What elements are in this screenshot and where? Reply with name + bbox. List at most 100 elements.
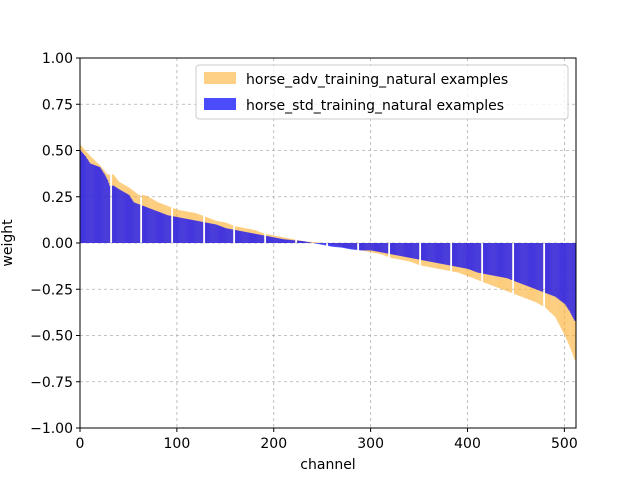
bar (97, 166, 98, 243)
bar (352, 243, 353, 250)
bar (385, 243, 386, 253)
bar (117, 188, 118, 243)
bar (170, 216, 171, 243)
bar (99, 167, 100, 243)
bar (174, 217, 175, 243)
bar (431, 243, 432, 262)
bar (574, 243, 575, 321)
x-tick-label: 0 (76, 436, 85, 452)
bar (361, 243, 362, 250)
bar (437, 243, 438, 263)
bar (251, 233, 252, 243)
y-tick-label: 0.25 (42, 190, 73, 206)
bar (467, 243, 468, 269)
bar (259, 235, 260, 243)
bar (160, 213, 161, 243)
bar (128, 195, 129, 243)
bar (504, 243, 505, 278)
bar (356, 243, 357, 250)
bar (502, 243, 503, 277)
bar (484, 243, 485, 274)
bar (428, 243, 429, 261)
bar (116, 188, 117, 244)
y-tick-label: −0.50 (30, 329, 73, 345)
bar (132, 201, 133, 243)
bar (169, 216, 170, 243)
bar (301, 241, 302, 243)
bar (90, 163, 91, 243)
bar (538, 243, 539, 290)
bar (95, 165, 96, 243)
bar (316, 242, 317, 243)
bar (83, 154, 84, 243)
bar (423, 243, 424, 260)
bar (425, 243, 426, 261)
legend-label: horse_adv_training_natural examples (246, 72, 508, 88)
bar (86, 158, 87, 243)
bar (178, 217, 179, 243)
bar (156, 211, 157, 243)
bar (570, 243, 571, 313)
bar (139, 205, 140, 243)
y-tick-label: −1.00 (30, 421, 73, 437)
bar (359, 243, 360, 250)
bar (294, 240, 295, 243)
bar (218, 225, 219, 243)
bar (210, 223, 211, 243)
bar (350, 243, 351, 249)
bar (293, 240, 294, 243)
bar (144, 206, 145, 243)
bar (410, 243, 411, 258)
bar (267, 236, 268, 243)
bar (253, 234, 254, 243)
bar (494, 243, 495, 276)
legend-swatch (204, 72, 236, 84)
x-tick-label: 500 (551, 436, 578, 452)
bar (316, 243, 317, 244)
bar (266, 236, 267, 243)
bar (107, 180, 108, 243)
bar (381, 243, 382, 252)
bar (375, 243, 376, 251)
bar (571, 243, 572, 315)
bar (189, 220, 190, 243)
bar (369, 243, 370, 250)
bar (208, 223, 209, 243)
bar (526, 243, 527, 286)
bar (396, 243, 397, 255)
bar (142, 206, 143, 243)
bar (546, 243, 547, 293)
bar (487, 243, 488, 274)
bar (222, 227, 223, 243)
bar (460, 243, 461, 267)
bar (124, 192, 125, 243)
bar (520, 243, 521, 283)
bar (227, 229, 228, 243)
bar (499, 243, 500, 277)
bar (202, 222, 203, 243)
bar (87, 159, 88, 243)
bar (197, 221, 198, 243)
bar (285, 239, 286, 243)
bar (173, 216, 174, 243)
bar (508, 243, 509, 279)
bar (564, 243, 565, 304)
bar (430, 243, 431, 262)
bar (393, 243, 394, 255)
bar (379, 243, 380, 252)
bar (290, 240, 291, 243)
bar (214, 224, 215, 243)
bar (300, 241, 301, 243)
bar (240, 231, 241, 243)
bar (476, 243, 477, 272)
bar (465, 243, 466, 268)
bar (355, 243, 356, 250)
bar (255, 234, 256, 243)
bar (517, 243, 518, 282)
legend-label: horse_std_training_natural examples (246, 98, 504, 114)
bar (96, 166, 97, 243)
bar (500, 243, 501, 277)
bar (550, 243, 551, 295)
bar (341, 243, 342, 248)
bar (306, 242, 307, 243)
